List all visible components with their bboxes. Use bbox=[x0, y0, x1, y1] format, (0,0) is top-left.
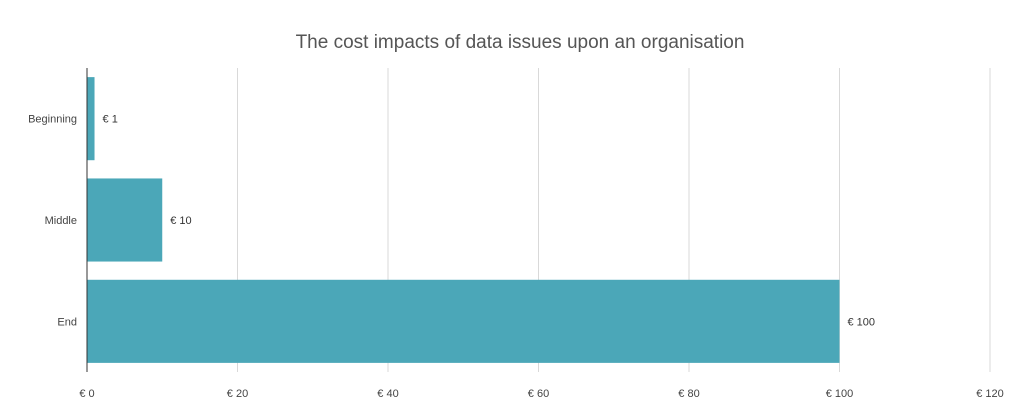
x-tick-label: € 120 bbox=[976, 388, 1004, 400]
bars-layer bbox=[87, 77, 840, 363]
x-tick-label: € 0 bbox=[79, 388, 94, 400]
axis-layer: € 0 € 20 € 40 € 60 € 80 € 100 € 120 bbox=[79, 68, 1004, 400]
category-label: Beginning bbox=[28, 114, 77, 126]
labels-layer: Beginning € 1 Middle € 10 End € 100 bbox=[28, 114, 875, 329]
x-tick-label: € 60 bbox=[528, 388, 549, 400]
x-tick-label: € 40 bbox=[377, 388, 398, 400]
x-tick-label: € 80 bbox=[678, 388, 699, 400]
chart-title: The cost impacts of data issues upon an … bbox=[296, 32, 745, 53]
category-label: End bbox=[57, 316, 77, 328]
data-label: € 1 bbox=[103, 114, 118, 126]
bar bbox=[87, 77, 95, 161]
data-label: € 100 bbox=[848, 316, 876, 328]
bar bbox=[87, 279, 840, 363]
category-label: Middle bbox=[45, 215, 77, 227]
x-tick-label: € 20 bbox=[227, 388, 248, 400]
data-label: € 10 bbox=[170, 215, 191, 227]
bar bbox=[87, 178, 163, 262]
x-tick-label: € 100 bbox=[826, 388, 854, 400]
